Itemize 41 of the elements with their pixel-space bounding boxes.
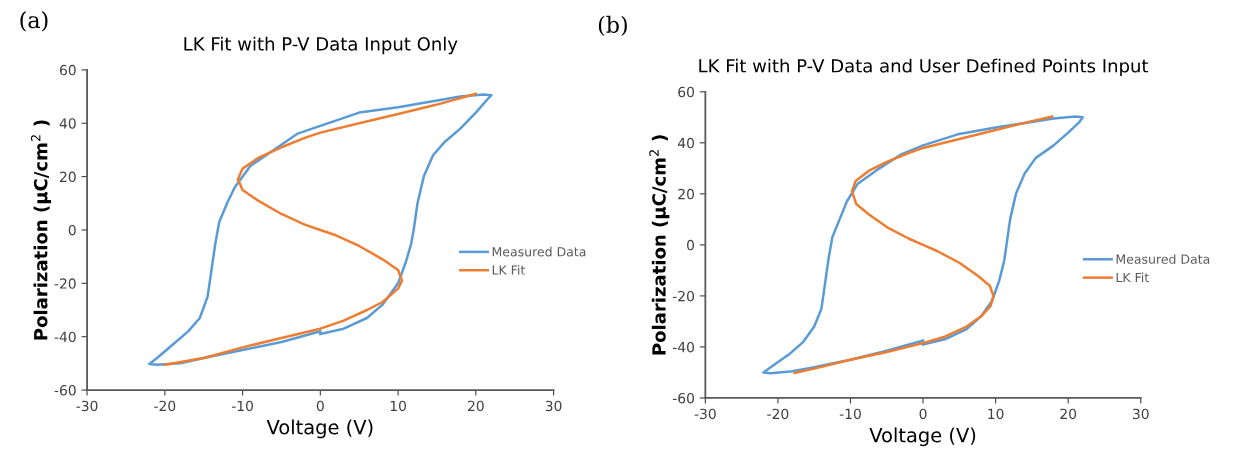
x-tick-label: 0 — [919, 408, 927, 420]
x-tick-label: -30 — [76, 400, 98, 412]
x-tick-label: -30 — [694, 408, 716, 420]
x-tick-label: 20 — [468, 400, 484, 412]
legend-label: LK Fit — [1116, 272, 1149, 282]
y-axis-title: Polarization (μC/cm$^{2}$ ) — [30, 120, 52, 340]
text: (a) — [20, 11, 48, 32]
x-tick-label: -10 — [839, 408, 861, 420]
y-tick-label: -40 — [672, 341, 695, 353]
x-axis-title: Voltage (V) — [266, 419, 373, 439]
x-tick-label: -10 — [231, 400, 253, 412]
y-tick-label: 60 — [678, 86, 695, 98]
x-tick-label: 30 — [545, 400, 562, 412]
x-tick-label: 10 — [390, 400, 406, 412]
y-tick-label: -60 — [672, 392, 695, 404]
y-tick-label: 60 — [59, 64, 76, 76]
x-tick-label: -20 — [154, 400, 176, 412]
x-tick-label: 20 — [1060, 408, 1077, 420]
y-tick-label: -60 — [54, 385, 76, 396]
y-tick-label: 40 — [59, 118, 76, 129]
y-tick-label: 0 — [68, 224, 76, 236]
x-tick-label: -20 — [767, 408, 789, 420]
y-tick-label: 40 — [677, 137, 695, 149]
chart-title: LK Fit with P-V Data Input Only — [184, 36, 458, 55]
x-tick-label: 10 — [988, 408, 1004, 420]
chart-title: LK Fit with P-V Data and User Defined Points Input — [699, 58, 1149, 77]
text: (b) — [598, 15, 627, 37]
x-axis-title: Voltage (V) — [869, 427, 976, 447]
x-tick-label: 0 — [316, 400, 324, 412]
y-axis-title: Polarization (μC/cm$^{2}$ ) — [649, 135, 670, 355]
y-tick-label: 20 — [678, 188, 695, 200]
y-tick-label: -40 — [54, 331, 76, 343]
line-series — [793, 115, 1054, 375]
legend-label: LK Fit — [492, 265, 526, 275]
y-tick-label: -20 — [54, 278, 76, 289]
x-tick-label: 30 — [1132, 408, 1149, 420]
y-tick-label: -20 — [672, 290, 695, 302]
y-tick-label: 0 — [687, 239, 695, 251]
legend-label: Measured Data — [492, 246, 586, 257]
legend-label: Measured Data — [1116, 254, 1210, 264]
y-tick-label: 20 — [60, 171, 76, 183]
